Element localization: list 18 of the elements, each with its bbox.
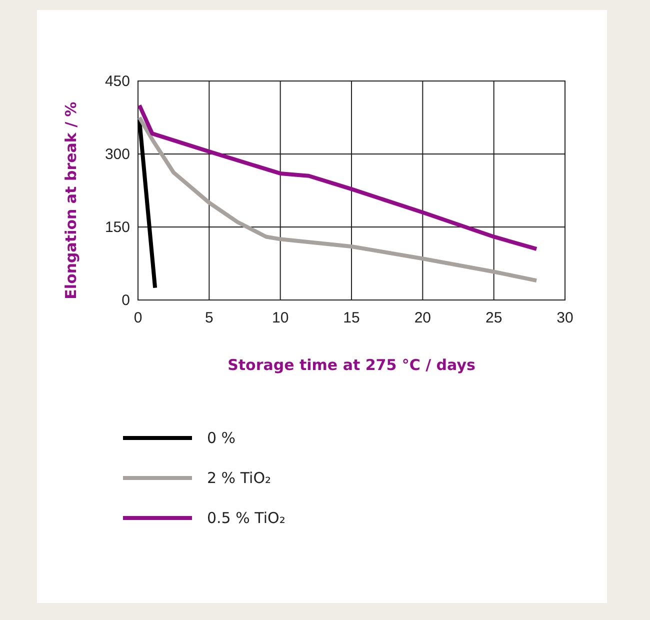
x-tick-label: 25 [485, 310, 502, 327]
legend-label: 0 % [207, 429, 236, 447]
y-tick-label: 300 [104, 146, 130, 163]
line-series [137, 116, 539, 283]
legend-label: 0.5 % TiO₂ [207, 509, 286, 527]
x-tick-label: 5 [204, 310, 214, 327]
x-tick-label: 0 [134, 310, 142, 327]
x-tick-label: 15 [343, 310, 360, 327]
y-axis-title: Elongation at break / % [62, 102, 80, 300]
x-axis-title: Storage time at 275 °C / days [228, 356, 476, 374]
line-series [137, 103, 539, 251]
x-tick-label: 10 [272, 310, 289, 327]
x-tick-label: 30 [556, 310, 574, 327]
y-tick-label: 0 [122, 292, 130, 309]
y-tick-label: 450 [104, 72, 130, 90]
y-tick-label: 150 [104, 218, 130, 236]
x-tick-label: 20 [414, 310, 432, 327]
legend-label: 2 % TiO₂ [207, 469, 272, 487]
